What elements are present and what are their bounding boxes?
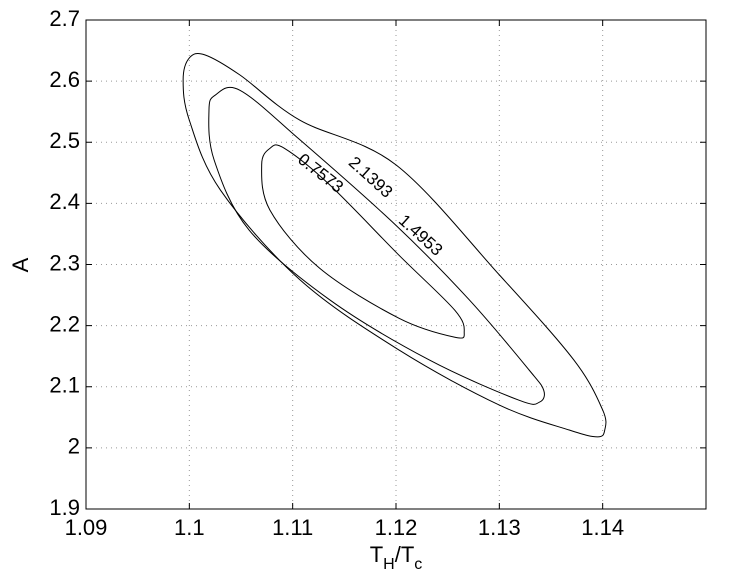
y-tick-label: 2.6 [49, 67, 80, 92]
y-tick-label: 2.2 [49, 311, 80, 336]
y-tick-label: 1.9 [49, 495, 80, 520]
y-tick-label: 2.1 [49, 373, 80, 398]
y-tick-label: 2.7 [49, 6, 80, 31]
x-label-sub: c [414, 556, 422, 573]
y-tick-label: 2.5 [49, 128, 80, 153]
y-tick-label: 2 [68, 434, 80, 459]
x-tick-label: 1.11 [272, 515, 313, 540]
x-tick-label: 1.14 [581, 515, 624, 540]
y-tick-label: 2.4 [49, 189, 80, 214]
x-tick-label: 1.12 [375, 515, 418, 540]
x-label-part: /T [395, 542, 415, 567]
x-axis-label: TH/Tc [370, 542, 423, 573]
plot-frame [85, 19, 707, 510]
x-tick-label: 1.1 [174, 515, 205, 540]
y-axis-label: A [8, 257, 33, 272]
y-tick-label: 2.3 [49, 250, 80, 275]
x-tick-label: 1.13 [478, 515, 521, 540]
x-label-part: T [370, 542, 383, 567]
x-label-sub: H [383, 556, 395, 573]
contour-line [208, 86, 545, 405]
contour-line [182, 52, 607, 438]
contour-line [261, 144, 465, 339]
x-tick-label: 1.09 [65, 515, 108, 540]
